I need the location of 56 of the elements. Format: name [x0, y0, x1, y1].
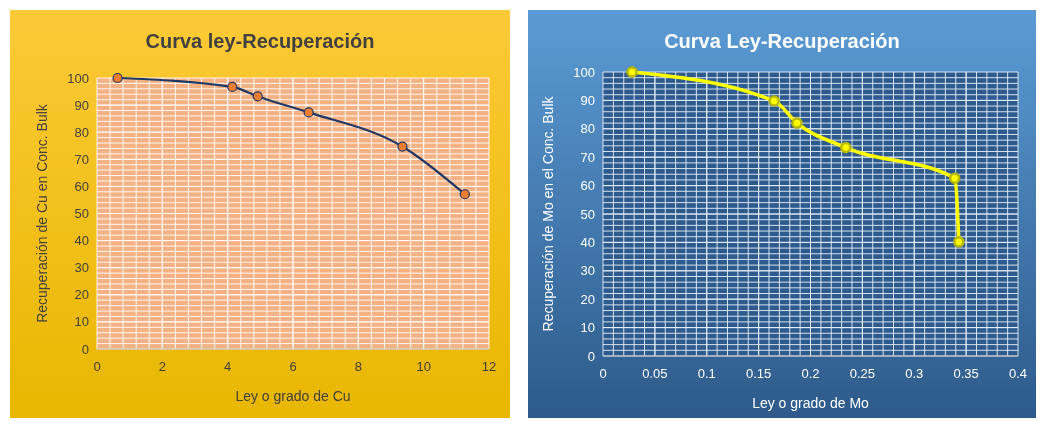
y-tick-label: 70 [580, 149, 595, 165]
point [397, 141, 408, 152]
x-tick-label: 6 [289, 359, 297, 374]
point [227, 81, 238, 93]
point [840, 141, 852, 154]
y-axis-title: Recuperación de Cu en Conc. Bulk [34, 103, 50, 323]
point [768, 95, 780, 107]
y-tick-label: 60 [74, 178, 89, 194]
x-tick-label: 0 [93, 359, 101, 374]
y-tick-label: 100 [67, 70, 89, 86]
x-tick-label: 0.1 [697, 366, 716, 381]
point [112, 72, 123, 84]
x-tick-label: 0.05 [642, 366, 668, 381]
y-tick-label: 60 [580, 178, 595, 194]
y-tick-label: 50 [74, 206, 89, 221]
x-tick-label: 0.4 [1008, 366, 1028, 381]
y-tick-label: 30 [580, 263, 595, 279]
x-tick-label: 0.35 [953, 366, 979, 381]
x-tick-label: 0 [599, 366, 607, 381]
y-tick-label: 20 [580, 291, 595, 307]
chart-title: Curva Ley-Recuperación [664, 30, 900, 52]
y-tick-label: 100 [573, 64, 595, 80]
x-tick-label: 12 [481, 359, 497, 374]
y-tick-label: 70 [74, 151, 89, 167]
x-tick-label: 10 [416, 359, 431, 374]
x-tick-label: 4 [224, 359, 232, 374]
y-tick-label: 10 [580, 320, 595, 336]
x-tick-label: 2 [158, 359, 166, 374]
point [791, 117, 803, 129]
point [303, 107, 314, 118]
y-tick-label: 50 [580, 206, 595, 222]
x-tick-label: 0.15 [745, 366, 772, 381]
y-tick-label: 90 [580, 92, 595, 108]
point [948, 172, 961, 184]
x-tick-label: 0.3 [905, 366, 924, 381]
point [626, 66, 638, 78]
y-tick-label: 90 [74, 97, 89, 113]
x-tick-label: 8 [354, 359, 362, 374]
x-axis-title: Ley o grado de Cu [235, 388, 351, 404]
point [953, 236, 965, 248]
y-tick-label: 30 [74, 260, 89, 276]
y-tick-label: 40 [74, 233, 89, 249]
y-tick-label: 0 [81, 341, 89, 357]
x-tick-label: 0.25 [849, 366, 876, 381]
chart-title: Curva ley-Recuperación [145, 30, 375, 52]
x-axis-title: Ley o grado de Mo [752, 395, 870, 411]
point [252, 91, 263, 102]
y-tick-label: 20 [74, 287, 89, 303]
y-axis-title: Recuperación de Mo en el Conc. Bulk [540, 95, 556, 332]
y-tick-label: 80 [580, 121, 595, 137]
y-tick-label: 0 [587, 348, 595, 364]
x-tick-label: 0.2 [801, 366, 820, 381]
point [459, 189, 470, 200]
y-tick-label: 80 [74, 124, 89, 140]
y-tick-label: 10 [74, 314, 89, 330]
y-tick-label: 40 [580, 234, 595, 250]
